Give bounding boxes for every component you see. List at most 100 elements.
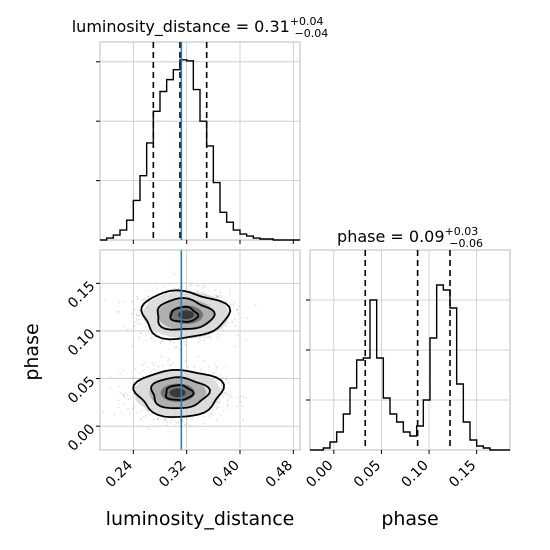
joint-sample-point xyxy=(215,369,218,372)
joint-sample-point xyxy=(216,402,219,404)
joint-sample-point xyxy=(172,362,175,364)
joint-sample-point xyxy=(169,418,172,421)
joint-y-tick-label: 0.10 xyxy=(65,326,98,359)
joint-sample-point xyxy=(227,399,229,402)
joint-sample-point xyxy=(136,314,139,317)
joint-sample-point xyxy=(147,410,149,412)
joint-sample-point xyxy=(229,292,232,295)
joint-sample-point xyxy=(185,417,188,419)
joint-sample-point xyxy=(231,396,233,398)
joint-sample-point xyxy=(209,413,211,416)
joint-sample-point xyxy=(136,313,138,316)
joint-sample-point xyxy=(135,314,138,317)
joint-sample-point xyxy=(197,289,199,292)
joint-density-level xyxy=(169,388,186,398)
joint-sample-point xyxy=(127,398,129,400)
joint-sample-point xyxy=(197,356,199,358)
joint-sample-point xyxy=(152,418,155,421)
joint-sample-point xyxy=(191,337,193,340)
joint-sample-point xyxy=(139,314,141,317)
joint-sample-point xyxy=(220,333,222,336)
joint-sample-point xyxy=(182,419,184,422)
joint-sample-point xyxy=(153,368,155,371)
joint-sample-point xyxy=(216,295,219,298)
joint-sample-point xyxy=(172,341,175,344)
joint-sample-point xyxy=(244,338,247,341)
joint-sample-point xyxy=(153,339,155,342)
joint-sample-point xyxy=(137,296,140,299)
joint-sample-point xyxy=(220,384,223,387)
joint-sample-point xyxy=(132,407,135,409)
joint-sample-point xyxy=(209,336,211,338)
joint-sample-point xyxy=(224,391,227,394)
joint-sample-point xyxy=(245,397,247,399)
phase-tick-label: 0.10 xyxy=(399,458,432,491)
joint-sample-point xyxy=(232,304,235,306)
joint-sample-point xyxy=(142,415,145,418)
joint-sample-point xyxy=(156,287,159,289)
joint-sample-point xyxy=(222,329,224,332)
joint-sample-point xyxy=(236,308,238,311)
joint-sample-point xyxy=(134,308,136,311)
joint-sample-point xyxy=(127,328,129,331)
joint-sample-point xyxy=(216,333,219,335)
joint-sample-point xyxy=(202,336,205,339)
joint-sample-point xyxy=(189,417,192,419)
joint-y-tick-label: 0.00 xyxy=(65,421,98,454)
joint-sample-point xyxy=(144,334,147,337)
joint-sample-point xyxy=(240,395,242,398)
joint-sample-point xyxy=(205,336,208,338)
joint-sample-point xyxy=(226,322,229,324)
joint-sample-point xyxy=(226,325,228,328)
joint-sample-point xyxy=(159,342,162,345)
joint-sample-point xyxy=(242,418,244,421)
joint-sample-point xyxy=(135,318,138,320)
joint-sample-point xyxy=(175,421,178,424)
joint-sample-point xyxy=(164,368,166,371)
joint-sample-point xyxy=(117,406,120,409)
joint-sample-point xyxy=(211,409,214,411)
joint-y-label: phase xyxy=(21,323,43,380)
joint-sample-point xyxy=(213,372,215,375)
joint-sample-point xyxy=(141,370,144,372)
joint-sample-point xyxy=(242,395,245,398)
joint-sample-point xyxy=(169,340,171,343)
joint-sample-point xyxy=(155,332,158,334)
joint-sample-point xyxy=(202,291,204,293)
joint-sample-point xyxy=(166,424,168,427)
lumdist-hist-panel: luminosity_distance = 0.31+0.04 −0.04 xyxy=(72,15,328,244)
joint-sample-point xyxy=(150,371,152,373)
joint-gridlines xyxy=(100,250,300,450)
joint-sample-point xyxy=(123,300,126,303)
joint-sample-point xyxy=(146,366,149,368)
joint-sample-point xyxy=(150,337,153,340)
joint-sample-point xyxy=(123,325,125,327)
joint-sample-point xyxy=(148,300,150,303)
joint-sample-point xyxy=(199,339,201,341)
joint-sample-point xyxy=(223,409,225,411)
joint-sample-point xyxy=(109,376,112,378)
joint-sample-point xyxy=(186,422,188,425)
joint-sample-point xyxy=(119,391,122,394)
joint-sample-point xyxy=(151,333,153,336)
joint-sample-point xyxy=(219,294,222,297)
joint-sample-point xyxy=(234,318,236,321)
joint-sample-point xyxy=(226,394,228,397)
joint-sample-point xyxy=(148,295,150,298)
joint-sample-point xyxy=(123,395,126,398)
joint-sample-point xyxy=(142,375,144,378)
joint-sample-point xyxy=(132,312,134,314)
joint-sample-point xyxy=(135,295,138,298)
joint-sample-point xyxy=(120,411,122,413)
joint-sample-point xyxy=(227,381,230,384)
joint-sample-point xyxy=(237,334,239,337)
joint-sample-point xyxy=(133,324,136,327)
joint-sample-point xyxy=(237,405,239,407)
joint-sample-point xyxy=(147,296,149,298)
joint-sample-point xyxy=(237,397,239,399)
joint-sample-point xyxy=(226,405,229,407)
joint-sample-point xyxy=(217,406,219,409)
joint-sample-point xyxy=(237,305,240,308)
joint-sample-point xyxy=(184,360,187,362)
joint-x-tick-label: 0.24 xyxy=(103,457,136,490)
